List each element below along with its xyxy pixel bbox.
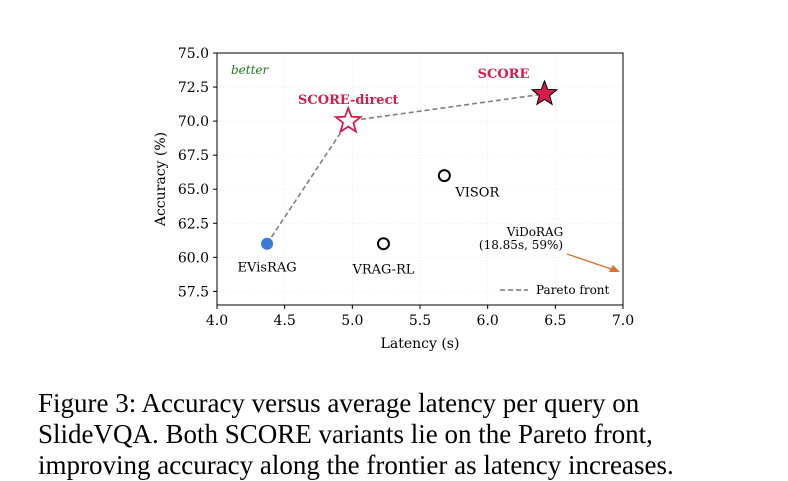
better-note: better [231,63,270,77]
data-points: EVisRAG VRAG-RL VISOR SCORE-direct SCORE [238,67,559,278]
legend-label: Pareto front [536,283,610,297]
y-tick-label: 70.0 [178,114,209,130]
x-tick-label: 5.0 [341,313,363,329]
score-marker [530,79,559,106]
x-tick-label: 6.0 [477,313,499,329]
vidorag-annotation: ViDoRAG (18.85s, 59%) [479,225,620,272]
y-tick-label: 57.5 [178,284,209,300]
y-tick-label: 72.5 [178,80,209,96]
x-axis-label: Latency (s) [381,336,460,352]
scatter-chart: EVisRAG VRAG-RL VISOR SCORE-direct SCORE 4.0… [153,46,634,352]
pareto-front-path [266,93,545,245]
vidorag-arrow [566,253,615,271]
visor-marker [437,169,451,183]
score-label: SCORE [478,67,530,82]
y-tick-label: 75.0 [178,46,209,62]
vidorag-annotation-name: ViDoRAG [506,225,563,239]
visor-label: VISOR [454,186,500,201]
y-tick-label: 62.5 [178,216,209,232]
vrag-rl-label: VRAG-RL [351,263,414,278]
x-tick-label: 7.0 [612,313,634,329]
x-tick-label: 5.5 [409,313,431,329]
x-tick-label: 4.0 [206,313,228,329]
evisrag-marker [261,237,274,250]
y-tick-label: 60.0 [178,250,209,266]
vrag-rl-marker [376,237,390,251]
pareto-front-line [266,93,545,245]
x-tick-label: 4.5 [274,313,296,329]
y-axis-label: Accuracy (%) [153,132,169,227]
x-tick-label: 6.5 [544,313,566,329]
score-direct-marker [333,105,364,134]
legend: Pareto front [500,283,610,297]
y-tick-label: 67.5 [178,148,209,164]
evisrag-label: EVisRAG [238,261,297,276]
axis-ticks: 4.0 4.5 5.0 5.5 6.0 6.5 7.0 57.5 60.0 62.5 65.0 67.… [178,46,634,329]
vidorag-arrowhead [609,265,620,272]
vidorag-annotation-values: (18.85s, 59%) [479,238,563,252]
y-tick-label: 65.0 [178,182,209,198]
figure-caption: Figure 3: Accuracy versus average latenc… [38,388,674,480]
score-direct-label: SCORE-direct [298,93,398,108]
